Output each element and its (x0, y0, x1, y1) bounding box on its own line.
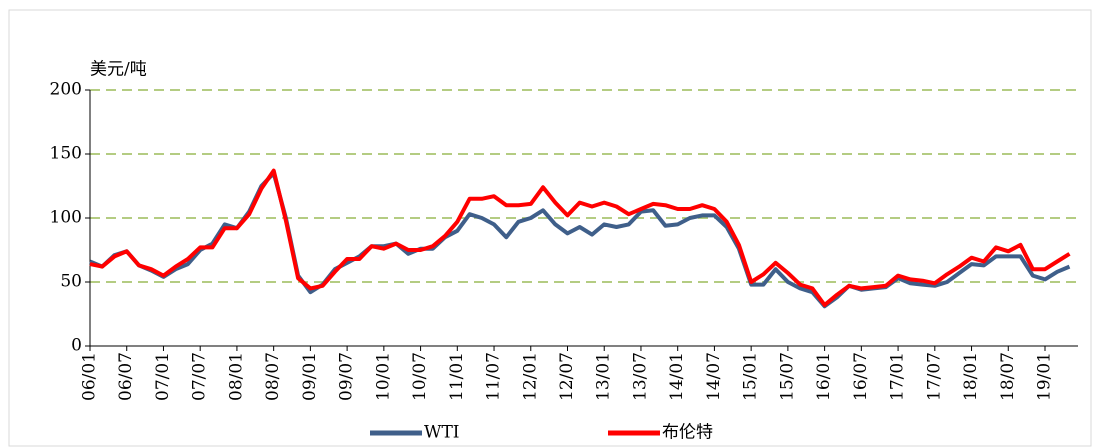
x-tick-label: 08/01 (226, 352, 246, 401)
x-tick-label: 07/01 (153, 352, 173, 401)
x-tick-label: 09/01 (300, 352, 320, 401)
y-tick-label: 100 (50, 208, 82, 228)
y-tick-label: 0 (71, 336, 82, 356)
x-tick-label: 10/07 (410, 352, 430, 401)
x-tick-label: 12/07 (557, 352, 577, 401)
x-tick-label: 19/01 (1035, 352, 1055, 401)
x-tick-label: 16/07 (851, 352, 871, 401)
y-axis-label: 美元/吨 (90, 60, 147, 80)
x-tick-label: 09/07 (337, 352, 357, 401)
x-tick-label: 06/01 (80, 352, 100, 401)
x-tick-label: 17/07 (924, 352, 944, 401)
x-tick-label: 18/01 (961, 352, 981, 401)
x-tick-label: 13/07 (630, 352, 650, 401)
x-tick-label: 08/07 (263, 352, 283, 401)
x-tick-label: 14/07 (704, 352, 724, 401)
x-tick-label: 15/07 (777, 352, 797, 401)
y-tick-label: 150 (50, 144, 82, 164)
y-tick-label: 200 (50, 80, 82, 100)
x-tick-label: 14/01 (667, 352, 687, 401)
x-tick-label: 11/07 (484, 352, 504, 401)
x-tick-label: 18/07 (998, 352, 1018, 401)
chart-frame (8, 9, 1092, 447)
x-tick-label: 15/01 (741, 352, 761, 401)
x-tick-label: 12/01 (520, 352, 540, 401)
x-tick-label: 16/01 (814, 352, 834, 401)
x-tick-label: 07/07 (190, 352, 210, 401)
legend-label: 布伦特 (662, 423, 713, 443)
x-tick-label: 10/01 (373, 352, 393, 401)
legend-label: WTI (424, 423, 460, 443)
y-tick-label: 50 (60, 272, 82, 292)
x-tick-label: 17/01 (888, 352, 908, 401)
series-line (89, 168, 1071, 307)
x-tick-label: 06/07 (116, 352, 136, 401)
x-tick-label: 11/01 (447, 352, 467, 401)
x-tick-label: 13/01 (594, 352, 614, 401)
